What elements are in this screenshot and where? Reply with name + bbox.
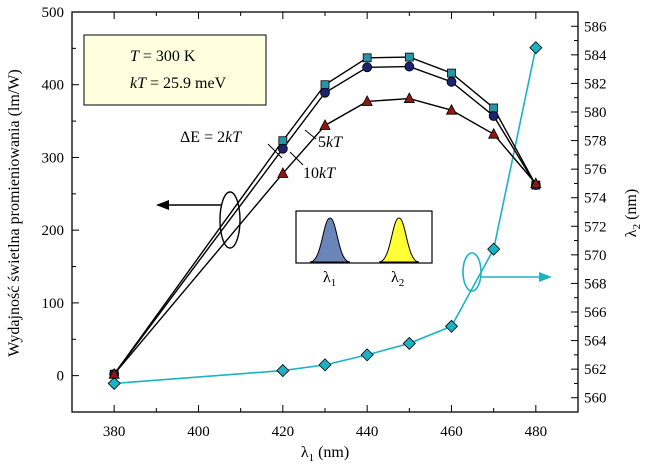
- data-point-square: [362, 53, 372, 63]
- x-axis-title: λ1 (nm): [301, 444, 349, 464]
- right-y-tick-label: 578: [584, 134, 607, 150]
- right-y-tick-label: 570: [584, 248, 607, 264]
- x-axis: 380 400 420 440 460 480: [71, 12, 579, 440]
- data-point-circle: [362, 62, 373, 73]
- data-point-circle: [277, 143, 288, 154]
- data-point-square: [278, 136, 288, 146]
- right-y-tick-label: 564: [584, 334, 607, 350]
- x-tick-label: 440: [356, 424, 379, 440]
- right-y-tick-label: 576: [584, 162, 607, 178]
- right-y-tick-label: 580: [584, 105, 607, 121]
- data-point-triangle: [319, 119, 331, 130]
- x-tick-label: 400: [187, 424, 210, 440]
- inset-label-lambda1: λ1: [323, 269, 336, 289]
- inset-peak-1: [309, 217, 351, 263]
- data-point-square: [320, 80, 330, 90]
- series-line-circle: [113, 65, 537, 375]
- delta-e-2kt-label: ΔE = 2kT: [180, 129, 242, 146]
- right-y-tick-label: 586: [584, 19, 607, 35]
- data-point-circle: [320, 87, 330, 98]
- data-point-diamond: [487, 242, 501, 256]
- right-y-tick-label: 560: [584, 391, 607, 407]
- right-y-tick-label: 562: [584, 362, 607, 378]
- left-y-tick-label: 0: [57, 369, 65, 385]
- inset-peak-2: [378, 217, 420, 263]
- data-point-triangle: [403, 92, 415, 103]
- left-y-axis: 0 100 200 300 400 500: [42, 5, 79, 385]
- series-line-square: [113, 56, 537, 375]
- leader-5kt: [304, 129, 317, 140]
- right-y-tick-label: 584: [584, 48, 607, 64]
- data-point-circle: [404, 61, 415, 72]
- temperature-label: T = 300 K: [130, 48, 196, 65]
- leader-2kt: [267, 143, 283, 159]
- left-y-tick-label: 100: [42, 296, 65, 312]
- data-point-diamond: [360, 348, 374, 362]
- data-point-triangle: [530, 177, 542, 189]
- data-point-triangle: [108, 367, 120, 379]
- x-tick-label: 460: [440, 424, 463, 440]
- data-point-circle: [488, 111, 499, 121]
- data-point-triangle: [445, 103, 458, 115]
- inset-label-lambda2: λ2: [391, 269, 404, 289]
- left-y-tick-label: 300: [42, 150, 65, 166]
- right-y-axis: 560 562 564 566 568 570 572 574 576 578 580 582 584 5…: [571, 11, 607, 413]
- kt-label: kT = 25.9 meV: [130, 75, 227, 92]
- data-point-diamond: [276, 364, 290, 378]
- data-point-square: [447, 68, 456, 78]
- leader-10kt: [289, 151, 304, 166]
- left-y-tick-label: 400: [42, 78, 65, 94]
- series-layer: [107, 41, 543, 390]
- data-point-square: [489, 103, 499, 113]
- right-axis-arrowhead: [539, 272, 552, 282]
- right-y-tick-label: 568: [584, 276, 607, 292]
- x-tick-label: 420: [272, 424, 295, 440]
- data-point-triangle: [488, 127, 500, 139]
- data-point-triangle: [277, 167, 289, 178]
- series-line-triangle: [113, 97, 537, 375]
- left-y-tick-label: 500: [42, 5, 65, 21]
- right-y-tick-label: 566: [584, 305, 607, 321]
- data-point-diamond: [402, 336, 416, 350]
- data-point-diamond: [529, 41, 543, 55]
- right-y-tick-label: 572: [584, 219, 607, 235]
- left-y-tick-label: 200: [42, 223, 65, 239]
- delta-e-5kt-label: 5kT: [318, 134, 343, 151]
- data-point-diamond: [318, 358, 332, 372]
- right-axis-indicator-ellipse: [462, 252, 482, 292]
- right-y-tick-label: 582: [584, 76, 607, 92]
- data-point-square: [404, 52, 414, 62]
- x-tick-label: 380: [103, 424, 126, 440]
- data-point-triangle: [361, 95, 373, 106]
- series-line-diamond: [114, 47, 537, 385]
- data-point-circle: [446, 76, 457, 87]
- x-tick-label: 480: [525, 424, 548, 440]
- left-y-axis-title: Wydajność świetlna promieniowania (lm/W): [6, 69, 23, 356]
- right-y-tick-label: 574: [584, 191, 607, 207]
- data-point-diamond: [444, 319, 459, 333]
- info-box: [83, 34, 267, 106]
- delta-e-10kt-label: 10kT: [303, 165, 336, 182]
- left-axis-arrowhead: [156, 200, 169, 210]
- left-axis-indicator-ellipse: [219, 191, 241, 249]
- data-point-diamond: [107, 376, 121, 390]
- right-y-axis-title: λ2 (nm): [623, 189, 643, 237]
